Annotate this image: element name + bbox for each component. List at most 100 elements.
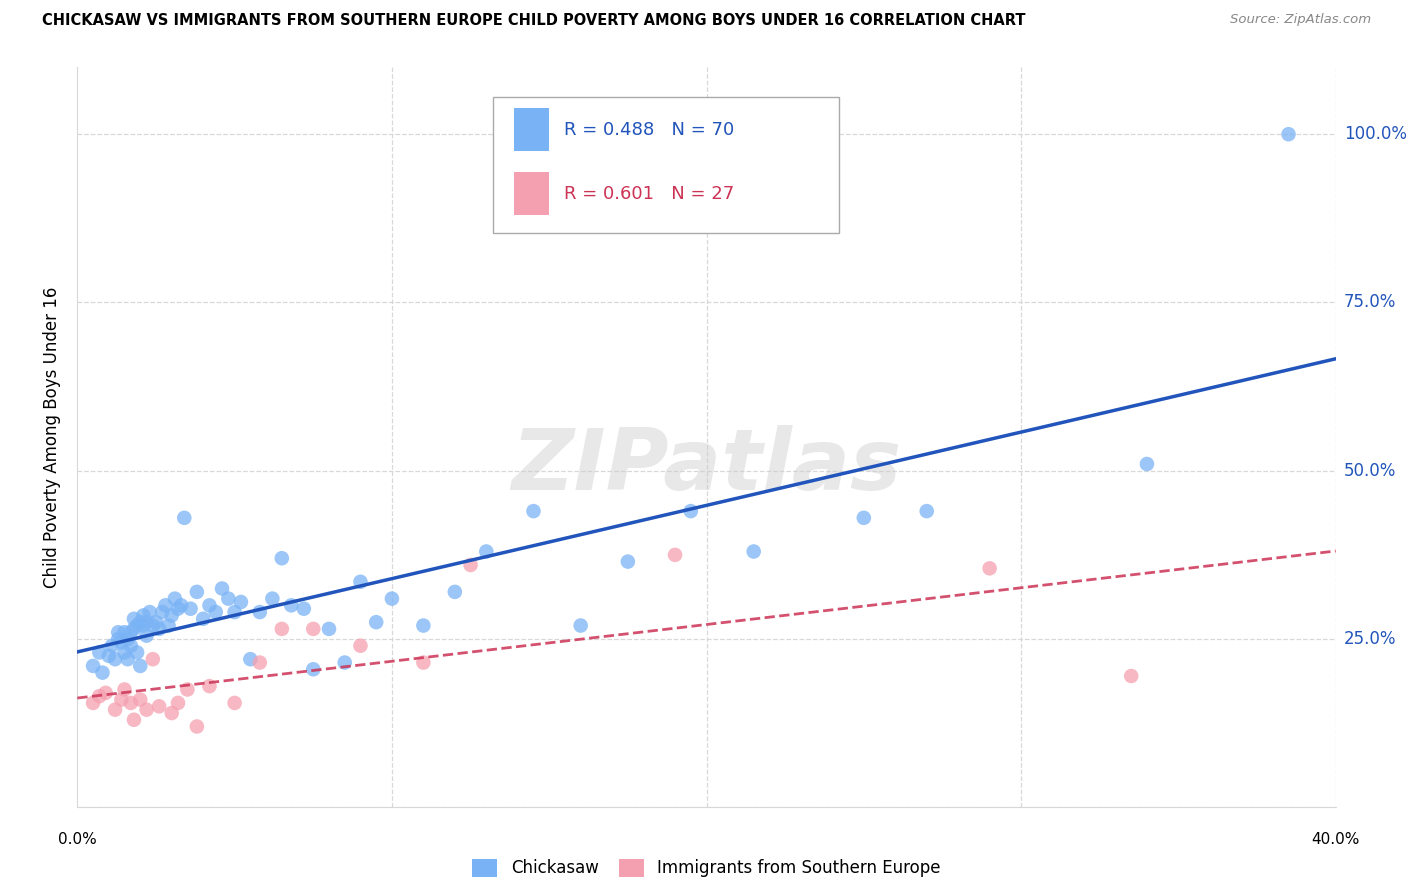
Point bbox=[262, 591, 284, 606]
Point bbox=[82, 696, 104, 710]
Point bbox=[127, 618, 149, 632]
Point bbox=[94, 686, 117, 700]
Point bbox=[191, 612, 215, 626]
Point bbox=[148, 699, 170, 714]
Point bbox=[167, 601, 190, 615]
Point bbox=[150, 605, 173, 619]
Text: ZIPatlas: ZIPatlas bbox=[512, 425, 901, 508]
Point bbox=[160, 706, 183, 720]
Point bbox=[135, 703, 157, 717]
Point bbox=[444, 585, 467, 599]
Point bbox=[117, 652, 139, 666]
Text: 75.0%: 75.0% bbox=[1344, 293, 1396, 311]
Point bbox=[381, 591, 404, 606]
Point bbox=[91, 665, 114, 680]
Point bbox=[173, 511, 195, 525]
FancyBboxPatch shape bbox=[515, 172, 550, 215]
Point bbox=[664, 548, 686, 562]
Point bbox=[110, 635, 132, 649]
Point bbox=[270, 622, 292, 636]
Point bbox=[167, 696, 190, 710]
Point bbox=[120, 625, 142, 640]
Text: R = 0.601   N = 27: R = 0.601 N = 27 bbox=[564, 185, 734, 202]
Point bbox=[155, 599, 177, 613]
Point bbox=[366, 615, 388, 630]
Point bbox=[148, 622, 170, 636]
Point bbox=[1121, 669, 1143, 683]
Point bbox=[211, 582, 233, 596]
Point bbox=[742, 544, 765, 558]
Point bbox=[122, 622, 145, 636]
Point bbox=[104, 652, 127, 666]
Text: 50.0%: 50.0% bbox=[1344, 462, 1396, 480]
Point bbox=[217, 591, 239, 606]
Point bbox=[135, 629, 157, 643]
Point bbox=[186, 719, 208, 733]
Point bbox=[138, 605, 160, 619]
Point bbox=[1277, 127, 1299, 141]
Legend: Chickasaw, Immigrants from Southern Europe: Chickasaw, Immigrants from Southern Euro… bbox=[465, 852, 948, 884]
Point bbox=[180, 601, 202, 615]
Point bbox=[135, 615, 157, 630]
Point bbox=[132, 618, 155, 632]
Point bbox=[1136, 457, 1159, 471]
Point bbox=[186, 585, 208, 599]
Point bbox=[475, 544, 498, 558]
Text: R = 0.488   N = 70: R = 0.488 N = 70 bbox=[564, 120, 734, 139]
Point bbox=[224, 696, 246, 710]
Point bbox=[349, 574, 371, 589]
Text: 40.0%: 40.0% bbox=[1312, 832, 1360, 847]
Point bbox=[114, 682, 136, 697]
Point bbox=[170, 599, 193, 613]
Point bbox=[101, 639, 124, 653]
FancyBboxPatch shape bbox=[492, 96, 838, 234]
Point bbox=[349, 639, 371, 653]
Point bbox=[198, 679, 221, 693]
Point bbox=[129, 615, 152, 630]
Point bbox=[82, 659, 104, 673]
Point bbox=[114, 625, 136, 640]
Point bbox=[229, 595, 252, 609]
Point bbox=[120, 696, 142, 710]
Point bbox=[679, 504, 702, 518]
Point bbox=[249, 605, 271, 619]
Point bbox=[89, 689, 111, 703]
Point bbox=[239, 652, 262, 666]
Point bbox=[129, 692, 152, 706]
Point bbox=[107, 632, 129, 646]
Point bbox=[120, 639, 142, 653]
Point bbox=[224, 605, 246, 619]
Point bbox=[114, 645, 136, 659]
Point bbox=[204, 605, 226, 619]
FancyBboxPatch shape bbox=[515, 108, 550, 151]
Point bbox=[163, 591, 186, 606]
Point bbox=[107, 625, 129, 640]
Point bbox=[127, 645, 149, 659]
Point bbox=[569, 618, 592, 632]
Point bbox=[412, 656, 434, 670]
Point bbox=[318, 622, 340, 636]
Point bbox=[97, 648, 120, 663]
Point bbox=[160, 608, 183, 623]
Text: 100.0%: 100.0% bbox=[1344, 125, 1406, 144]
Point bbox=[122, 612, 145, 626]
Point bbox=[104, 703, 127, 717]
Point bbox=[979, 561, 1001, 575]
Point bbox=[302, 622, 325, 636]
Point bbox=[142, 618, 165, 632]
Point bbox=[117, 632, 139, 646]
Point bbox=[176, 682, 198, 697]
Point bbox=[198, 599, 221, 613]
Text: 25.0%: 25.0% bbox=[1344, 630, 1396, 648]
Point bbox=[412, 618, 434, 632]
Point bbox=[157, 618, 180, 632]
Text: CHICKASAW VS IMMIGRANTS FROM SOUTHERN EUROPE CHILD POVERTY AMONG BOYS UNDER 16 C: CHICKASAW VS IMMIGRANTS FROM SOUTHERN EU… bbox=[42, 13, 1026, 29]
Point bbox=[145, 615, 167, 630]
Point bbox=[915, 504, 938, 518]
Point bbox=[129, 659, 152, 673]
Point bbox=[89, 645, 111, 659]
Text: 0.0%: 0.0% bbox=[58, 832, 97, 847]
Point bbox=[142, 652, 165, 666]
Point bbox=[280, 599, 302, 613]
Point bbox=[460, 558, 482, 572]
